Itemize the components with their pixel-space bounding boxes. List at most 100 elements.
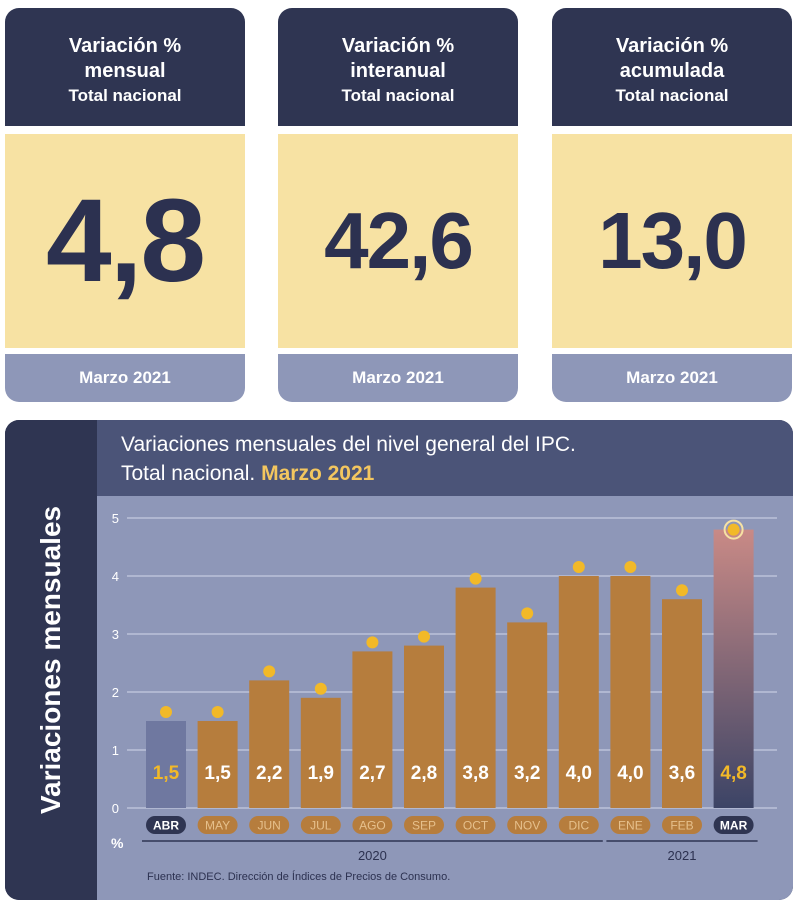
category-pill <box>197 816 238 834</box>
year-label: 2021 <box>668 848 697 863</box>
bar <box>300 697 341 808</box>
value-marker <box>314 682 327 695</box>
value-marker <box>160 706 172 718</box>
category-pill <box>146 816 186 834</box>
category-label: SEP <box>412 819 436 833</box>
category-label: MAY <box>205 819 230 833</box>
value-marker <box>727 523 740 536</box>
y-tick-label: 0 <box>112 801 119 816</box>
bar <box>197 721 238 808</box>
value-label: 3,8 <box>462 763 488 784</box>
y-tick-label: 4 <box>112 569 119 584</box>
card-header: Variación % mensual Total nacional <box>5 8 245 126</box>
value-label: 3,2 <box>514 763 540 784</box>
category-label: ENE <box>618 819 643 833</box>
value-marker <box>469 572 482 585</box>
bar <box>404 645 444 808</box>
value-marker <box>676 584 688 597</box>
category-label: FEB <box>670 819 693 833</box>
category-label: JUN <box>258 819 281 833</box>
chart-sidebar: Variaciones mensuales <box>5 420 97 900</box>
category-label: ABR <box>153 819 179 833</box>
value-marker <box>572 561 585 573</box>
bar <box>455 587 496 808</box>
category-pill <box>352 816 393 834</box>
category-label: OCT <box>463 819 489 833</box>
card-monthly: Variación % mensual Total nacional 4,8 M… <box>5 8 245 402</box>
category-pill <box>507 816 548 834</box>
value-label: 2,7 <box>359 763 385 784</box>
year-label: 2020 <box>358 848 387 863</box>
value-marker <box>624 561 637 573</box>
value-marker <box>211 706 224 718</box>
category-pill <box>558 816 599 834</box>
chart-title-line2: Total nacional. Marzo 2021 <box>121 459 793 488</box>
card-period: Marzo 2021 <box>278 354 518 402</box>
value-marker <box>263 665 276 678</box>
bar <box>352 651 393 808</box>
category-pill <box>300 816 341 834</box>
bar <box>249 680 290 808</box>
y-tick-label: 3 <box>112 627 119 642</box>
y-tick-label: 5 <box>112 511 119 526</box>
category-pill <box>610 816 651 834</box>
chart-panel: Variaciones mensuales Variaciones mensua… <box>5 420 793 900</box>
plot-area: 0 1 2 3 4 5 1,5 1,5 2,2 1,9 2,7 2,8 3,8 3,2 4,0 4,0 3,6… <box>97 496 793 900</box>
bar <box>507 622 548 808</box>
value-label: 3,6 <box>669 763 695 784</box>
source-note: Fuente: INDEC. Dirección de Índices de P… <box>147 870 450 883</box>
value-label: 1,5 <box>153 763 180 784</box>
card-title-line1: Variación % <box>341 35 455 57</box>
category-label: JUL <box>310 819 332 833</box>
category-label: NOV <box>514 819 540 833</box>
value-label: 4,0 <box>566 763 592 784</box>
card-subtitle: Total nacional <box>341 86 455 105</box>
card-title-line2: interanual <box>350 60 446 82</box>
chart-title-highlight: Marzo 2021 <box>261 462 375 485</box>
card-accumulated: Variación % acumulada Total nacional 13,… <box>552 8 792 402</box>
card-title-line2: acumulada <box>619 60 725 82</box>
chart-title-line1: Variaciones mensuales del nivel general … <box>121 433 576 456</box>
card-value: 13,0 <box>598 196 748 285</box>
card-header: Variación % acumulada Total nacional <box>552 8 792 126</box>
card-title-line1: Variación % <box>615 35 729 57</box>
card-value: 42,6 <box>324 196 474 285</box>
card-value: 4,8 <box>45 175 206 307</box>
value-marker <box>366 636 379 649</box>
value-marker <box>418 630 430 643</box>
bar <box>146 721 186 808</box>
bar <box>713 529 754 808</box>
unit-label: % <box>111 835 124 851</box>
value-label: 1,5 <box>204 763 231 784</box>
value-label: 4,8 <box>720 763 746 784</box>
category-label: MAR <box>720 819 748 833</box>
y-tick-label: 2 <box>112 685 119 700</box>
card-period: Marzo 2021 <box>552 354 792 402</box>
category-pill <box>455 816 496 834</box>
card-period: Marzo 2021 <box>5 354 245 402</box>
bar <box>610 576 651 808</box>
card-subtitle: Total nacional <box>68 86 182 105</box>
value-marker <box>521 607 534 620</box>
category-label: DIC <box>568 819 589 833</box>
category-pill <box>404 816 444 834</box>
card-title-line2: mensual <box>84 60 166 82</box>
card-value-area: 42,6 <box>278 134 518 348</box>
value-label: 2,2 <box>256 763 282 784</box>
y-axis-title: Variaciones mensuales <box>35 505 66 815</box>
value-label: 4,0 <box>617 763 643 784</box>
card-subtitle: Total nacional <box>615 86 729 105</box>
card-title-line1: Variación % <box>68 35 182 57</box>
category-label: AGO <box>359 819 386 833</box>
bar <box>558 576 599 808</box>
category-pill <box>249 816 290 834</box>
card-header: Variación % interanual Total nacional <box>278 8 518 126</box>
value-label: 2,8 <box>411 763 437 784</box>
y-tick-label: 1 <box>112 743 119 758</box>
bar-chart: 0 1 2 3 4 5 1,5 1,5 2,2 1,9 2,7 2,8 3,8 3,2 4,0 4,0 3,6… <box>111 511 777 883</box>
card-value-area: 4,8 <box>5 134 245 348</box>
value-label: 1,9 <box>308 763 334 784</box>
card-interannual: Variación % interanual Total nacional 42… <box>278 8 518 402</box>
category-pill <box>713 816 754 834</box>
card-value-area: 13,0 <box>552 134 792 348</box>
